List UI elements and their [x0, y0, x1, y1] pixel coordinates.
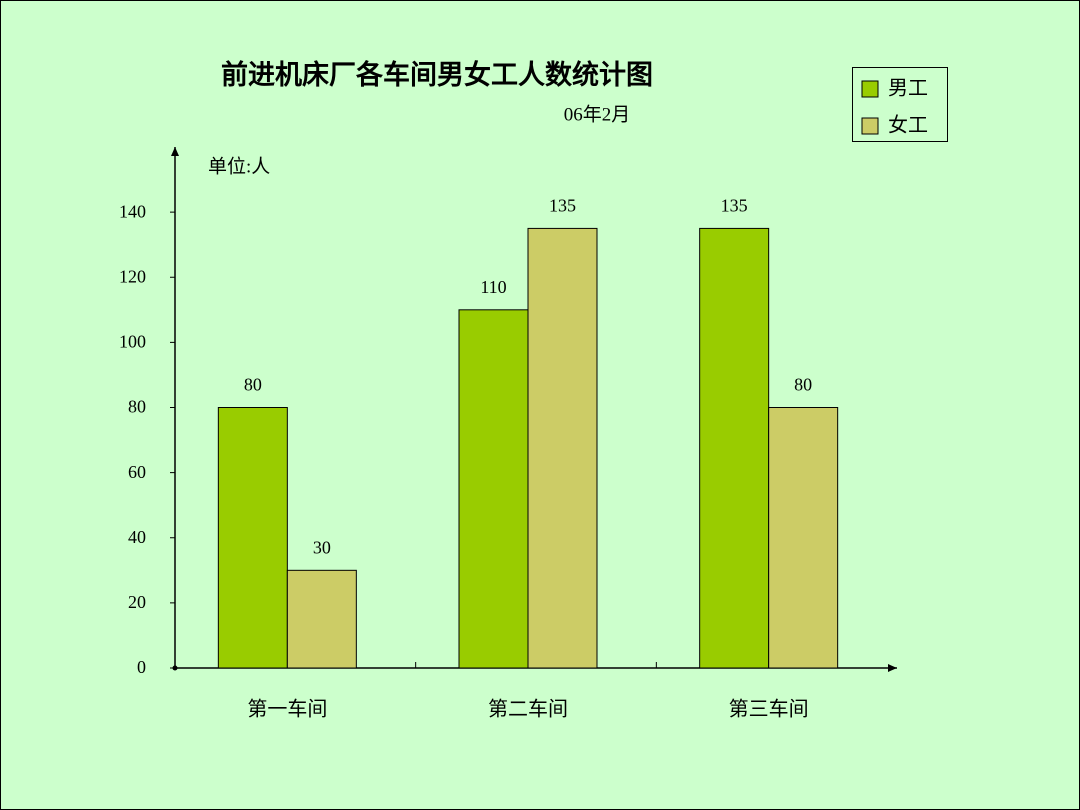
- y-tick-label: 80: [128, 397, 146, 417]
- legend-swatch: [861, 117, 879, 135]
- y-tick-label: 40: [128, 527, 146, 547]
- bar: [217, 407, 288, 669]
- data-label: 135: [549, 196, 576, 216]
- chart-title: 前进机床厂各车间男女工人数统计图: [221, 59, 653, 90]
- legend-label: 男工: [888, 78, 928, 100]
- x-tick-label: 第一车间: [247, 698, 327, 721]
- y-tick-label: 20: [128, 592, 146, 612]
- x-tick-label: 第三车间: [729, 698, 809, 721]
- data-label: 80: [244, 375, 262, 395]
- data-label: 110: [480, 277, 506, 297]
- bar: [699, 227, 770, 669]
- data-label: 80: [794, 375, 812, 395]
- bar: [768, 407, 839, 669]
- y-tick-label: 0: [137, 657, 146, 677]
- y-tick-label: 140: [119, 201, 146, 221]
- data-label: 30: [313, 537, 331, 557]
- y-tick-label: 100: [119, 332, 146, 352]
- bar: [286, 569, 357, 669]
- data-label: 135: [721, 196, 748, 216]
- y-axis-arrow: [171, 147, 179, 156]
- unit-label: 单位:人: [208, 155, 270, 177]
- x-tick-label: 第二车间: [488, 698, 568, 721]
- bar: [458, 309, 529, 669]
- y-tick-label: 120: [119, 266, 146, 286]
- legend-label: 女工: [888, 114, 928, 137]
- chart-subtitle: 06年2月: [564, 103, 631, 125]
- legend-swatch: [861, 80, 879, 98]
- y-tick-label: 60: [128, 462, 146, 482]
- x-axis-arrow: [888, 664, 897, 672]
- bar: [527, 227, 598, 669]
